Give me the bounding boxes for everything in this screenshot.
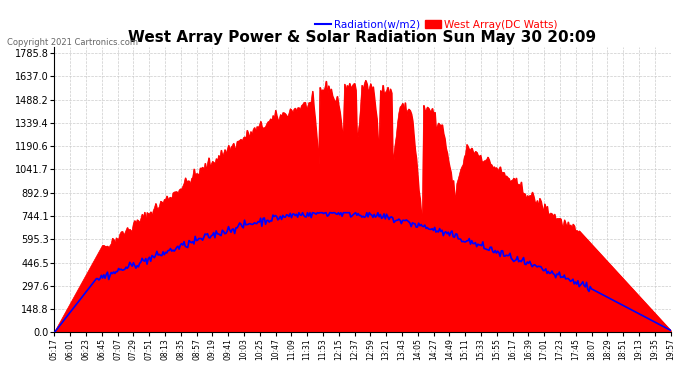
Title: West Array Power & Solar Radiation Sun May 30 20:09: West Array Power & Solar Radiation Sun M… <box>128 30 597 45</box>
Text: Copyright 2021 Cartronics.com: Copyright 2021 Cartronics.com <box>7 38 138 47</box>
Legend: Radiation(w/m2), West Array(DC Watts): Radiation(w/m2), West Array(DC Watts) <box>311 15 562 34</box>
